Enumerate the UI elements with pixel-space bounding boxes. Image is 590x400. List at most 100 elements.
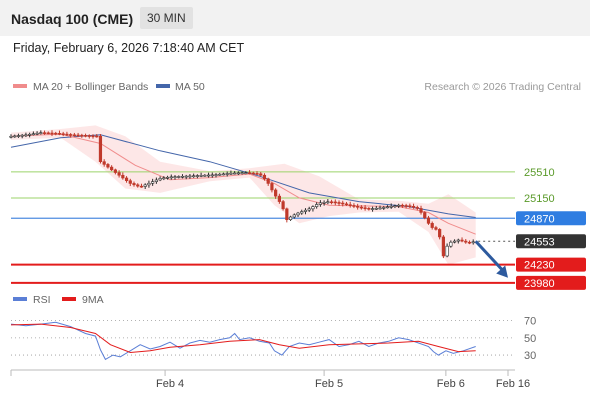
level-tag-24870 bbox=[516, 211, 586, 226]
x-tick-label-feb-16: Feb 16 bbox=[496, 378, 530, 390]
rsi-tick-label-30: 30 bbox=[524, 350, 536, 362]
candle-body bbox=[177, 176, 181, 178]
candle-body bbox=[203, 174, 207, 177]
candle-body bbox=[16, 135, 21, 137]
candle-body bbox=[76, 134, 80, 137]
candle-body bbox=[404, 205, 408, 207]
x-tick-label-feb-5: Feb 5 bbox=[315, 378, 343, 390]
candle-body bbox=[240, 172, 244, 174]
candle-body bbox=[445, 245, 449, 257]
legend-label-ma50: MA 50 bbox=[175, 81, 205, 93]
candle-body bbox=[288, 216, 293, 221]
rsi-tick-label-50: 50 bbox=[524, 333, 536, 345]
candle-body bbox=[374, 207, 378, 210]
candle-body bbox=[247, 172, 252, 174]
interval-badge[interactable]: 30 MIN bbox=[140, 7, 193, 29]
candle-body bbox=[225, 173, 229, 175]
legend-swatch-ma20 bbox=[13, 84, 27, 88]
candle-body bbox=[452, 240, 457, 243]
candle-body bbox=[311, 206, 315, 210]
candle-body bbox=[106, 164, 110, 168]
level-label-25150: 25150 bbox=[524, 193, 555, 205]
candle-body bbox=[42, 132, 47, 134]
candle-body bbox=[13, 135, 17, 138]
candle-body bbox=[255, 173, 259, 175]
legend-label-rsi: RSI bbox=[33, 294, 51, 306]
candle-body bbox=[270, 183, 274, 191]
candle-body bbox=[195, 175, 199, 177]
candle-body bbox=[136, 184, 140, 187]
candle-body bbox=[318, 202, 322, 205]
candle-body bbox=[337, 202, 341, 204]
candle-body bbox=[426, 217, 431, 224]
level-label-25510: 25510 bbox=[524, 167, 555, 179]
candle-body bbox=[322, 201, 326, 204]
candle-body bbox=[300, 211, 304, 214]
candle-body bbox=[389, 205, 393, 208]
candle-body bbox=[303, 209, 308, 212]
candle-body bbox=[210, 174, 214, 177]
candle-body bbox=[54, 132, 58, 135]
ma20-line bbox=[10, 133, 476, 235]
candle-body bbox=[356, 205, 360, 208]
level-label-24553: 24553 bbox=[524, 236, 555, 248]
candle-body bbox=[359, 206, 363, 209]
legend-label-9ma: 9MA bbox=[82, 294, 104, 306]
candle-body bbox=[102, 161, 106, 165]
level-tag-24553 bbox=[516, 234, 586, 249]
candle-body bbox=[39, 132, 43, 134]
candle-body bbox=[128, 180, 132, 184]
candle-body bbox=[341, 202, 345, 205]
candle-body bbox=[367, 207, 371, 210]
bollinger-band bbox=[11, 125, 476, 265]
candle-body bbox=[162, 177, 166, 180]
candle-body bbox=[244, 172, 248, 174]
candle-body bbox=[50, 132, 54, 135]
legend-label-ma20: MA 20 + Bollinger Bands bbox=[33, 81, 148, 93]
projection-arrow-shaft bbox=[474, 240, 506, 273]
candle-body bbox=[9, 135, 13, 138]
candle-body bbox=[113, 169, 117, 173]
candle-body bbox=[233, 172, 237, 175]
candle-body bbox=[24, 134, 28, 137]
candle-body bbox=[35, 132, 39, 135]
candle-body bbox=[180, 175, 185, 178]
candle-body bbox=[221, 173, 226, 176]
candle-body bbox=[333, 201, 337, 204]
candle-body bbox=[296, 212, 300, 216]
candle-body bbox=[285, 208, 289, 221]
credit-text: Research © 2026 Trading Central bbox=[424, 81, 581, 93]
level-label-24230: 24230 bbox=[524, 260, 555, 272]
candle-body bbox=[80, 134, 84, 137]
candle-body bbox=[326, 201, 330, 204]
candle-body bbox=[151, 181, 155, 184]
candle-body bbox=[173, 176, 177, 178]
candle-body bbox=[467, 241, 472, 244]
candle-body bbox=[184, 175, 188, 178]
candles bbox=[9, 130, 475, 259]
candle-body bbox=[192, 175, 196, 178]
candle-body bbox=[415, 207, 419, 209]
candle-body bbox=[385, 206, 390, 209]
candle-body bbox=[143, 184, 147, 187]
rsi-ma-line bbox=[10, 323, 476, 354]
candle-body bbox=[69, 134, 73, 136]
candle-body bbox=[281, 201, 285, 210]
candle-body bbox=[218, 173, 222, 176]
candle-body bbox=[434, 227, 438, 230]
candle-body bbox=[456, 239, 460, 242]
level-label-24870: 24870 bbox=[524, 213, 555, 225]
candle-body bbox=[165, 176, 170, 179]
candle-body bbox=[214, 174, 218, 176]
candle-body bbox=[382, 207, 386, 209]
candle-body bbox=[274, 189, 278, 197]
candle-body bbox=[449, 241, 453, 247]
candle-body bbox=[393, 205, 397, 208]
candle-body bbox=[98, 135, 103, 162]
candle-body bbox=[277, 195, 281, 202]
level-tag-23980 bbox=[516, 275, 586, 290]
candle-body bbox=[352, 205, 356, 207]
candle-body bbox=[464, 240, 468, 243]
